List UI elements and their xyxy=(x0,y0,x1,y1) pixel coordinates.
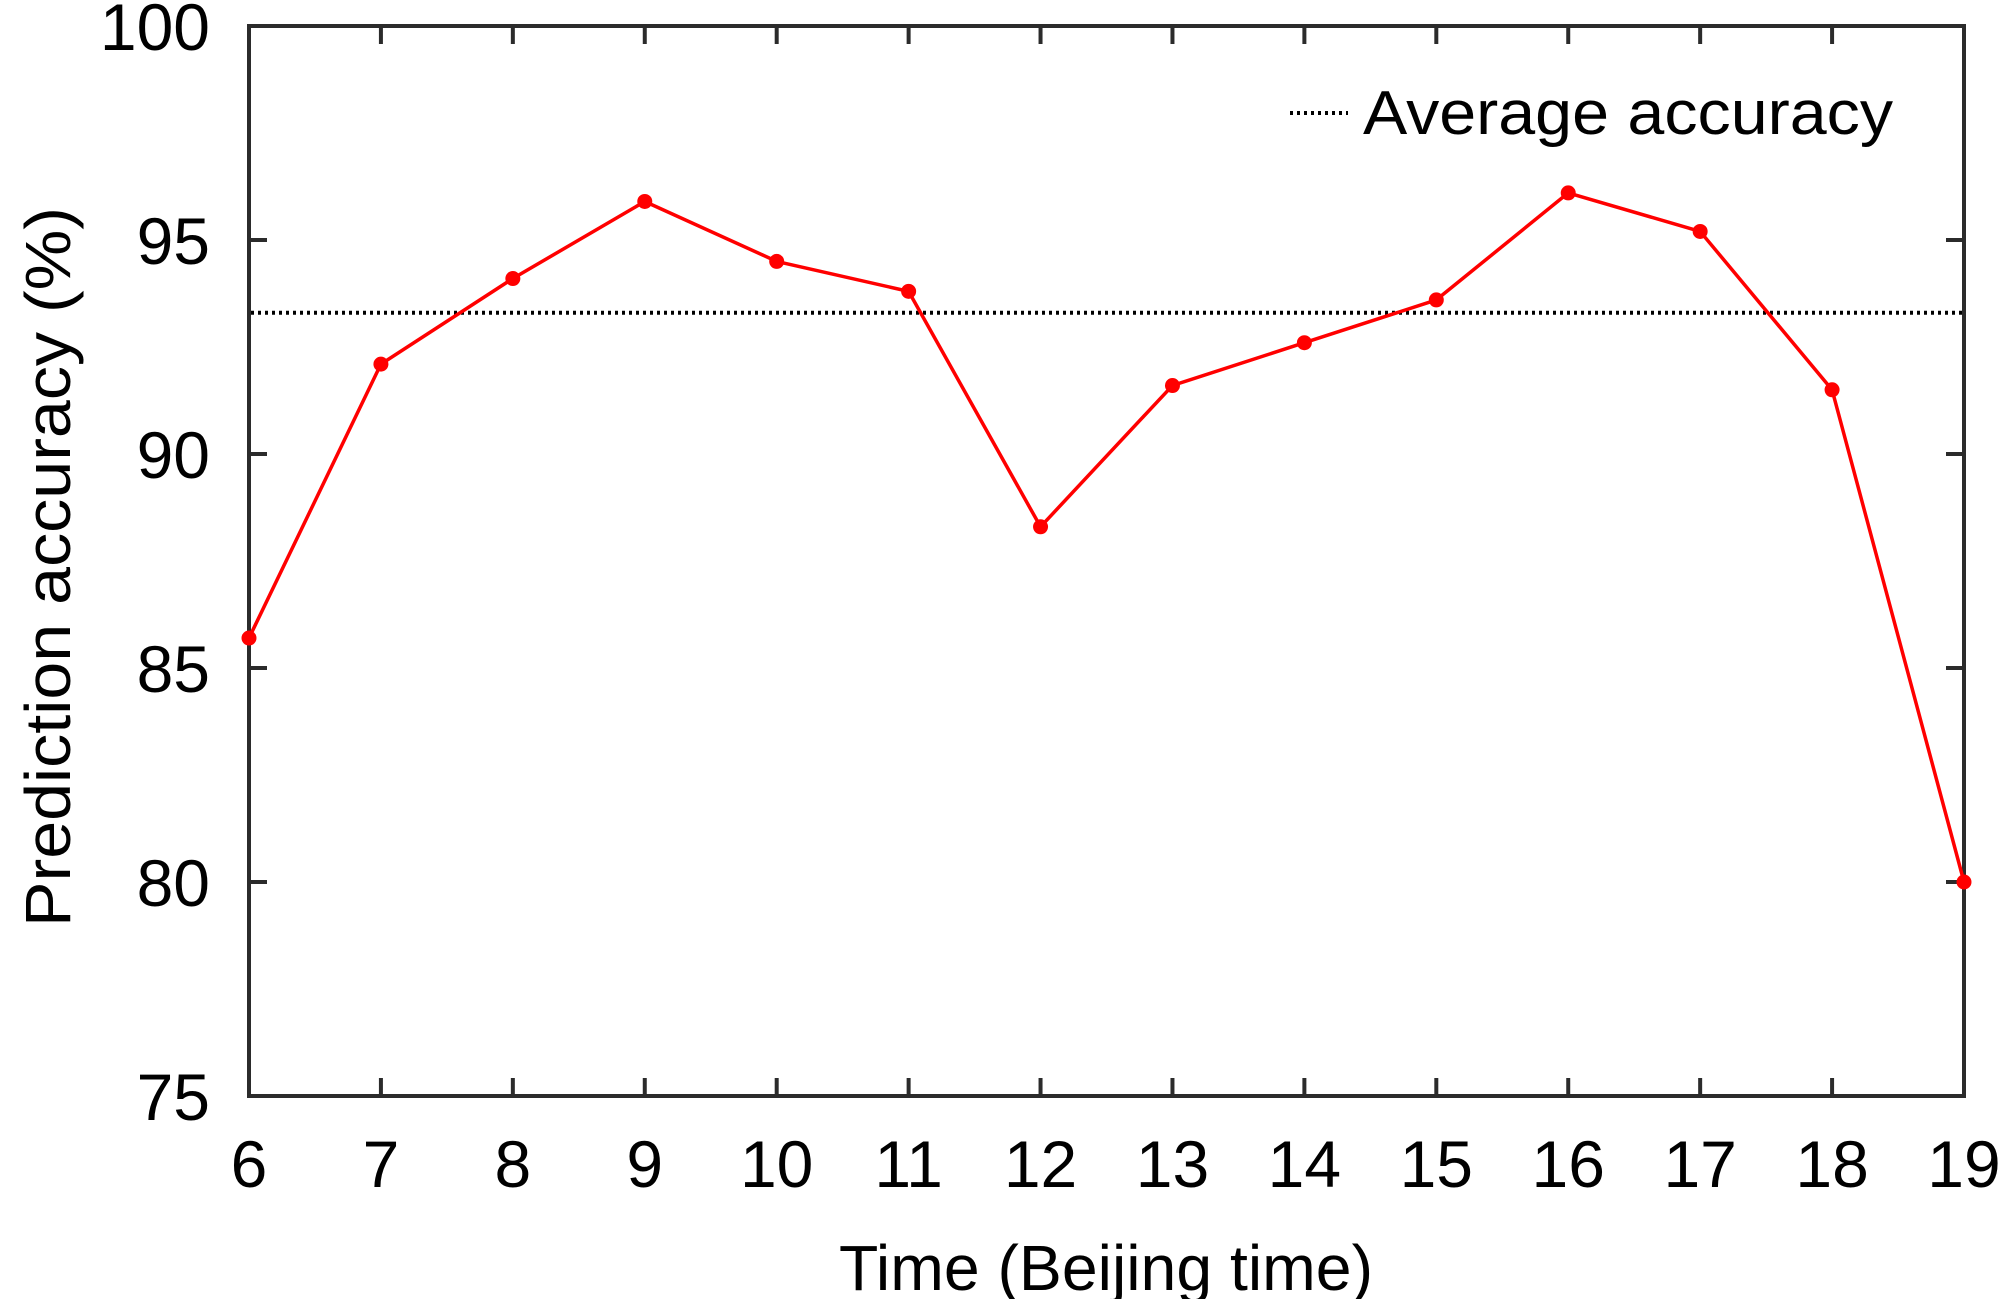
data-point-marker xyxy=(373,356,389,372)
x-tick-label: 10 xyxy=(740,1127,813,1201)
y-tick-label: 80 xyxy=(137,846,210,920)
data-point-marker xyxy=(901,283,917,299)
data-point-marker xyxy=(1560,185,1576,201)
data-point-marker xyxy=(769,253,785,269)
series-line xyxy=(247,191,1966,883)
y-tick-label: 75 xyxy=(137,1060,210,1134)
data-point-marker xyxy=(1296,335,1312,351)
data-point-marker xyxy=(1956,874,1972,890)
y-axis-title: Prediction accuracy (%) xyxy=(12,207,84,927)
x-tick-label: 14 xyxy=(1268,1127,1341,1201)
y-tick-label: 100 xyxy=(100,0,210,64)
data-point-marker xyxy=(1428,292,1444,308)
data-point-marker xyxy=(505,271,521,287)
data-point-marker xyxy=(1033,519,1049,535)
data-point-marker xyxy=(637,193,653,209)
data-point-marker xyxy=(1692,223,1708,239)
x-tick-label: 18 xyxy=(1795,1127,1868,1201)
x-tick-label: 9 xyxy=(626,1127,663,1201)
y-tick-label: 90 xyxy=(137,418,210,492)
x-tick-label: 8 xyxy=(494,1127,531,1201)
x-tick-label: 12 xyxy=(1004,1127,1077,1201)
x-tick-label: 15 xyxy=(1400,1127,1473,1201)
x-tick-label: 6 xyxy=(231,1127,268,1201)
y-tick-label: 85 xyxy=(137,632,210,706)
legend: Average accuracy xyxy=(1290,79,1893,148)
x-axis-title: Time (Beijing time) xyxy=(839,1232,1373,1299)
x-tick-label: 13 xyxy=(1136,1127,1209,1201)
legend-label: Average accuracy xyxy=(1363,79,1893,148)
accuracy-series xyxy=(241,185,1972,890)
x-tick-label: 16 xyxy=(1532,1127,1605,1201)
plot-frame xyxy=(247,24,1966,1098)
y-axis-ticks: 75 80 85 90 95 100 xyxy=(100,0,1964,1134)
y-tick-label: 95 xyxy=(137,204,210,278)
x-tick-label: 17 xyxy=(1663,1127,1736,1201)
x-tick-label: 19 xyxy=(1927,1127,2000,1201)
data-point-marker xyxy=(1824,382,1840,398)
data-point-marker xyxy=(241,630,257,646)
axes-box xyxy=(247,24,1966,1098)
data-point-marker xyxy=(1164,378,1180,394)
x-tick-label: 7 xyxy=(363,1127,400,1201)
x-axis-ticks: 6 7 8 9 10 11 12 13 14 15 16 17 18 19 xyxy=(231,26,2001,1201)
x-tick-label: 11 xyxy=(874,1127,943,1201)
